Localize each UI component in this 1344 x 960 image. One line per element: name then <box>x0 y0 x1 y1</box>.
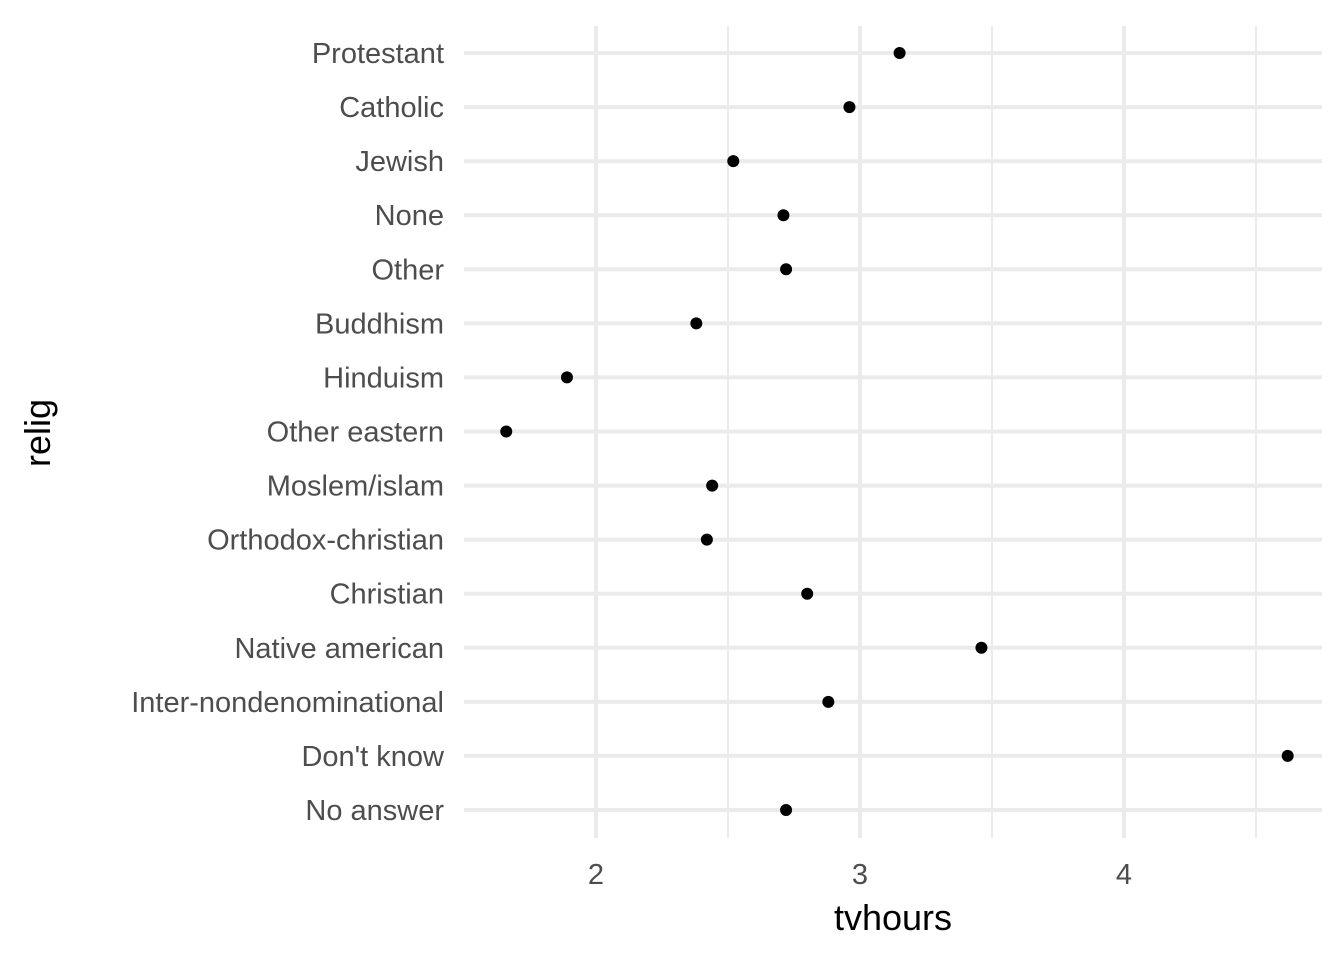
y-tick-label: Christian <box>330 579 444 611</box>
data-point <box>500 425 513 438</box>
data-point <box>777 209 790 222</box>
y-tick-label: Protestant <box>312 38 444 70</box>
data-point <box>843 101 856 114</box>
x-tick-label: 3 <box>852 859 868 891</box>
y-axis-tick-labels: Protestant Catholic Jewish None Other Buddhis… <box>131 38 445 827</box>
y-tick-label: Buddhism <box>315 308 444 340</box>
data-point <box>780 804 793 816</box>
y-tick-label: Hinduism <box>323 362 444 394</box>
data-point <box>690 317 703 330</box>
y-tick-label: Moslem/islam <box>267 471 444 503</box>
data-points <box>500 47 1294 816</box>
y-tick-label: Other <box>371 254 444 286</box>
y-tick-label: None <box>375 200 444 232</box>
data-point <box>822 695 835 708</box>
x-tick-label: 4 <box>1116 859 1132 891</box>
y-tick-label: Jewish <box>355 146 444 178</box>
y-axis-title: relig <box>17 399 58 467</box>
data-point <box>893 47 906 59</box>
x-axis-tick-labels: 2 3 4 <box>588 859 1132 891</box>
data-point <box>560 371 573 384</box>
y-tick-label: Native american <box>234 633 444 665</box>
data-point <box>975 641 988 654</box>
x-axis-title: tvhours <box>834 897 952 938</box>
data-point <box>801 587 814 600</box>
y-tick-label: Orthodox-christian <box>207 525 444 557</box>
y-tick-label: Other eastern <box>267 417 444 449</box>
y-tick-label: Inter-nondenominational <box>131 687 444 719</box>
data-point <box>780 263 793 276</box>
y-tick-label: No answer <box>305 795 444 827</box>
x-tick-label: 2 <box>588 859 604 891</box>
y-tick-label: Don't know <box>301 741 445 773</box>
y-tick-label: Catholic <box>339 92 444 124</box>
data-point <box>706 479 719 492</box>
data-point <box>727 155 740 168</box>
data-point <box>700 533 713 546</box>
grid-lines <box>464 26 1322 838</box>
data-point <box>1281 749 1294 762</box>
